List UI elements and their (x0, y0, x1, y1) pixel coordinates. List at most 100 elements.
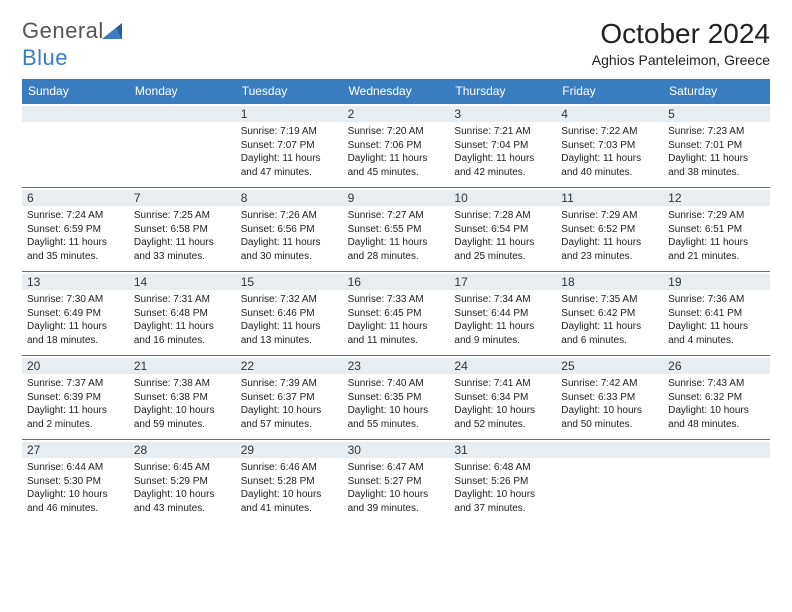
sunset-text: Sunset: 6:32 PM (668, 391, 765, 405)
sunrise-text: Sunrise: 6:47 AM (348, 461, 445, 475)
day-detail: Sunrise: 6:44 AMSunset: 5:30 PMDaylight:… (27, 461, 124, 515)
sunset-text: Sunset: 5:30 PM (27, 475, 124, 489)
sunrise-text: Sunrise: 7:42 AM (561, 377, 658, 391)
calendar-cell: 13Sunrise: 7:30 AMSunset: 6:49 PMDayligh… (22, 271, 129, 355)
header: GeneralBlue October 2024 Aghios Pantelei… (22, 18, 770, 71)
day-number: 29 (236, 442, 343, 458)
day-detail: Sunrise: 7:39 AMSunset: 6:37 PMDaylight:… (241, 377, 338, 431)
weekday-header: Tuesday (236, 80, 343, 102)
calendar-cell (22, 103, 129, 187)
sunrise-text: Sunrise: 7:21 AM (454, 125, 551, 139)
day-detail: Sunrise: 7:34 AMSunset: 6:44 PMDaylight:… (454, 293, 551, 347)
day-number: 26 (663, 358, 770, 374)
sunrise-text: Sunrise: 7:37 AM (27, 377, 124, 391)
daylight-text: Daylight: 11 hours and 2 minutes. (27, 404, 124, 431)
day-detail: Sunrise: 7:32 AMSunset: 6:46 PMDaylight:… (241, 293, 338, 347)
day-detail: Sunrise: 7:27 AMSunset: 6:55 PMDaylight:… (348, 209, 445, 263)
calendar-cell: 14 Sunrise: 7:31 AMSunset: 6:48 PMDayligh… (129, 271, 236, 355)
daylight-text: Daylight: 11 hours and 45 minutes. (348, 152, 445, 179)
day-detail: Sunrise: 7:28 AMSunset: 6:54 PMDaylight:… (454, 209, 551, 263)
daylight-text: Daylight: 11 hours and 4 minutes. (668, 320, 765, 347)
day-number-empty (663, 442, 770, 458)
day-detail: Sunrise: 6:47 AMSunset: 5:27 PMDaylight:… (348, 461, 445, 515)
day-detail: Sunrise: 7:31 AMSunset: 6:48 PMDaylight:… (134, 293, 231, 347)
sunset-text: Sunset: 6:54 PM (454, 223, 551, 237)
sunrise-text: Sunrise: 7:41 AM (454, 377, 551, 391)
day-number: 28 (129, 442, 236, 458)
sunset-text: Sunset: 5:28 PM (241, 475, 338, 489)
day-number: 13 (22, 274, 129, 290)
daylight-text: Daylight: 11 hours and 16 minutes. (134, 320, 231, 347)
weekday-header: Thursday (449, 80, 556, 102)
day-number: 5 (663, 106, 770, 122)
daylight-text: Daylight: 11 hours and 21 minutes. (668, 236, 765, 263)
sunset-text: Sunset: 7:03 PM (561, 139, 658, 153)
sunrise-text: Sunrise: 6:48 AM (454, 461, 551, 475)
calendar-cell: 10Sunrise: 7:28 AMSunset: 6:54 PMDayligh… (449, 187, 556, 271)
daylight-text: Daylight: 10 hours and 55 minutes. (348, 404, 445, 431)
day-number: 16 (343, 274, 450, 290)
daylight-text: Daylight: 11 hours and 42 minutes. (454, 152, 551, 179)
day-number: 12 (663, 190, 770, 206)
calendar-cell: 26 Sunrise: 7:43 AMSunset: 6:32 PMDayligh… (663, 355, 770, 439)
sunrise-text: Sunrise: 7:25 AM (134, 209, 231, 223)
day-number: 9 (343, 190, 450, 206)
calendar-cell: 30 Sunrise: 6:47 AMSunset: 5:27 PMDayligh… (343, 439, 450, 523)
day-detail: Sunrise: 7:29 AMSunset: 6:52 PMDaylight:… (561, 209, 658, 263)
sunset-text: Sunset: 6:51 PM (668, 223, 765, 237)
calendar-cell: 9 Sunrise: 7:27 AMSunset: 6:55 PMDaylight… (343, 187, 450, 271)
calendar-cells: 1Sunrise: 7:19 AMSunset: 7:07 PMDaylight… (22, 102, 770, 523)
sunrise-text: Sunrise: 7:38 AM (134, 377, 231, 391)
sunset-text: Sunset: 6:44 PM (454, 307, 551, 321)
sunset-text: Sunset: 7:04 PM (454, 139, 551, 153)
day-number: 22 (236, 358, 343, 374)
sunset-text: Sunset: 7:07 PM (241, 139, 338, 153)
weekday-header: Friday (556, 80, 663, 102)
day-number: 1 (236, 106, 343, 122)
day-number: 11 (556, 190, 663, 206)
day-number: 21 (129, 358, 236, 374)
calendar-cell: 4Sunrise: 7:22 AMSunset: 7:03 PMDaylight… (556, 103, 663, 187)
calendar-cell: 28 Sunrise: 6:45 AMSunset: 5:29 PMDayligh… (129, 439, 236, 523)
daylight-text: Daylight: 10 hours and 37 minutes. (454, 488, 551, 515)
day-detail: Sunrise: 7:21 AMSunset: 7:04 PMDaylight:… (454, 125, 551, 179)
calendar-cell: 22 Sunrise: 7:39 AMSunset: 6:37 PMDayligh… (236, 355, 343, 439)
daylight-text: Daylight: 10 hours and 41 minutes. (241, 488, 338, 515)
calendar-cell: 3 Sunrise: 7:21 AMSunset: 7:04 PMDaylight… (449, 103, 556, 187)
day-number: 3 (449, 106, 556, 122)
sunrise-text: Sunrise: 6:44 AM (27, 461, 124, 475)
daylight-text: Daylight: 10 hours and 48 minutes. (668, 404, 765, 431)
daylight-text: Daylight: 11 hours and 30 minutes. (241, 236, 338, 263)
calendar-cell: 19Sunrise: 7:36 AMSunset: 6:41 PMDayligh… (663, 271, 770, 355)
calendar-cell: 7Sunrise: 7:25 AMSunset: 6:58 PMDaylight… (129, 187, 236, 271)
calendar-cell: 25Sunrise: 7:42 AMSunset: 6:33 PMDayligh… (556, 355, 663, 439)
daylight-text: Daylight: 11 hours and 28 minutes. (348, 236, 445, 263)
day-detail: Sunrise: 7:40 AMSunset: 6:35 PMDaylight:… (348, 377, 445, 431)
calendar-cell: 5Sunrise: 7:23 AMSunset: 7:01 PMDaylight… (663, 103, 770, 187)
sunset-text: Sunset: 6:35 PM (348, 391, 445, 405)
sunrise-text: Sunrise: 7:24 AM (27, 209, 124, 223)
weekday-header: Wednesday (343, 80, 450, 102)
sunrise-text: Sunrise: 7:43 AM (668, 377, 765, 391)
sunrise-text: Sunrise: 7:23 AM (668, 125, 765, 139)
daylight-text: Daylight: 10 hours and 57 minutes. (241, 404, 338, 431)
day-detail: Sunrise: 7:29 AMSunset: 6:51 PMDaylight:… (668, 209, 765, 263)
daylight-text: Daylight: 10 hours and 39 minutes. (348, 488, 445, 515)
day-detail: Sunrise: 6:45 AMSunset: 5:29 PMDaylight:… (134, 461, 231, 515)
sunset-text: Sunset: 6:55 PM (348, 223, 445, 237)
month-title: October 2024 (592, 18, 770, 50)
daylight-text: Daylight: 11 hours and 33 minutes. (134, 236, 231, 263)
sunrise-text: Sunrise: 7:35 AM (561, 293, 658, 307)
day-number: 14 (129, 274, 236, 290)
sunset-text: Sunset: 6:41 PM (668, 307, 765, 321)
logo: GeneralBlue (22, 18, 122, 71)
day-number: 30 (343, 442, 450, 458)
sunrise-text: Sunrise: 7:31 AM (134, 293, 231, 307)
weekday-header: Monday (129, 80, 236, 102)
title-block: October 2024 Aghios Panteleimon, Greece (592, 18, 770, 68)
calendar-cell: 29Sunrise: 6:46 AMSunset: 5:28 PMDayligh… (236, 439, 343, 523)
daylight-text: Daylight: 10 hours and 46 minutes. (27, 488, 124, 515)
calendar-cell: 31Sunrise: 6:48 AMSunset: 5:26 PMDayligh… (449, 439, 556, 523)
day-detail: Sunrise: 7:42 AMSunset: 6:33 PMDaylight:… (561, 377, 658, 431)
sunset-text: Sunset: 5:27 PM (348, 475, 445, 489)
